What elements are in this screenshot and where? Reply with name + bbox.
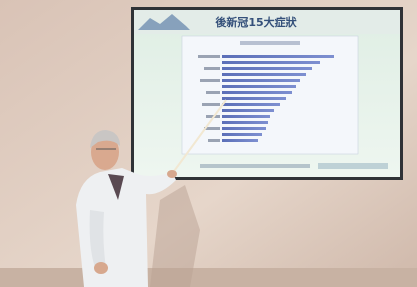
slide-footer-logo <box>318 163 388 169</box>
slide-bar <box>222 139 258 142</box>
slide-chart-panel <box>182 36 358 154</box>
slide-bar <box>222 91 292 94</box>
slide-bar <box>222 127 266 130</box>
slide-bar <box>222 79 300 82</box>
slide-title: 後新冠15大症狀 <box>215 15 297 29</box>
slide-label-blur <box>202 103 220 106</box>
floor-shadow <box>0 268 417 287</box>
slide-bar <box>222 67 312 70</box>
slide-label-blur <box>206 91 220 94</box>
hand-pointer <box>167 170 177 178</box>
slide-bar <box>222 55 334 58</box>
photo: 後新冠15大症狀 <box>0 0 417 287</box>
slide-bar <box>222 97 286 100</box>
page: 後新冠15大症狀 <box>0 0 417 287</box>
slide-bar <box>222 121 268 124</box>
slide-footer-text-blur <box>200 164 310 168</box>
hand <box>94 262 108 274</box>
slide-label-blur <box>204 67 220 70</box>
slide-label-blur <box>208 139 220 142</box>
slide-chart-caption <box>240 41 300 45</box>
slide-bar <box>222 73 306 76</box>
slide-bar <box>222 103 280 106</box>
slide-bar <box>222 133 262 136</box>
slide-bar <box>222 85 296 88</box>
slide-label-blur <box>200 79 220 82</box>
slide-label-blur <box>198 55 220 58</box>
slide-bar <box>222 61 320 64</box>
slide-bar <box>222 115 270 118</box>
slide-bar <box>222 109 274 112</box>
